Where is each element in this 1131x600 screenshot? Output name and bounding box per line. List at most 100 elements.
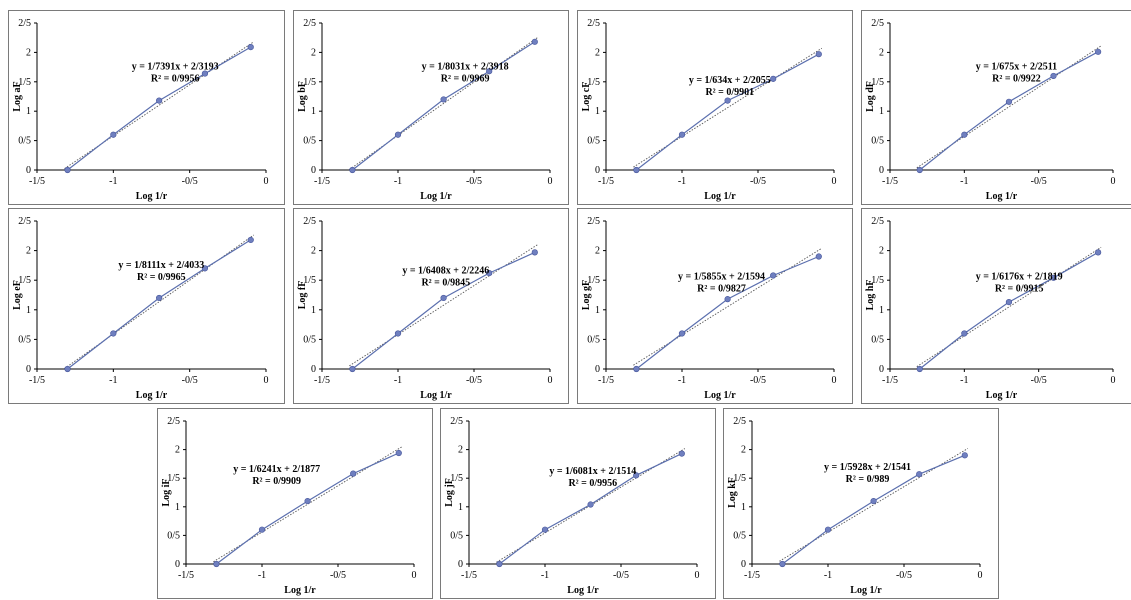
x-tick-label: 0 — [695, 570, 700, 581]
x-tick-label: -1 — [678, 176, 686, 187]
trendline-equation: y = 1/675x + 2/2511 — [976, 62, 1057, 73]
y-tick-label: 0/5 — [871, 334, 884, 345]
chart-panel: 0 0/5 1 1/5 2 2/5 -1/5 -1 -0/5 0 Log 1/r Log kF y = … — [723, 408, 999, 599]
y-tick-label: 0/5 — [303, 136, 316, 147]
chart-panel: 0 0/5 1 1/5 2 2/5 -1/5 -1 -0/5 0 Log 1/r Log bF y = … — [293, 10, 569, 205]
trendline-equation: y = 1/6081x + 2/1514 — [549, 466, 636, 477]
x-axis-label: Log 1/r — [420, 191, 452, 202]
trendline-r2: R² = 0/9922 — [992, 74, 1041, 85]
x-tick-label: -1 — [824, 570, 832, 581]
x-tick-label: -0/5 — [182, 375, 198, 386]
data-point — [64, 365, 71, 373]
y-tick-label: 2/5 — [303, 216, 316, 227]
y-tick-label: 0 — [311, 364, 316, 375]
chart-svg: 0 0/5 1 1/5 2 2/5 -1/5 -1 -0/5 0 Log 1/r Log hF y = … — [865, 216, 1116, 401]
x-tick-label: -1/5 — [314, 176, 330, 187]
y-tick-label: 0/5 — [587, 136, 600, 147]
y-tick-label: 1 — [595, 106, 600, 117]
data-point — [961, 452, 968, 459]
y-tick-label: 2 — [311, 246, 316, 257]
y-tick-label: 0 — [879, 364, 884, 375]
trendline-r2: R² = 0/9915 — [995, 284, 1044, 295]
x-axis-label: Log 1/r — [420, 390, 452, 401]
y-tick-label: 1/5 — [167, 473, 180, 484]
data-point — [815, 51, 822, 58]
chart-svg: 0 0/5 1 1/5 2 2/5 -1/5 -1 -0/5 0 Log 1/r Log eF y = … — [12, 216, 269, 401]
y-tick-label: 0/5 — [18, 136, 31, 147]
y-tick-label: 1 — [311, 305, 316, 316]
y-tick-label: 2 — [879, 47, 884, 58]
y-tick-label: 1/5 — [587, 77, 600, 88]
y-tick-label: 0 — [595, 364, 600, 375]
trendline-equation: y = 1/8111x + 2/4033 — [118, 260, 204, 271]
data-point — [440, 96, 447, 103]
data-point — [1005, 299, 1013, 306]
y-tick-label: 2 — [26, 47, 31, 58]
chart-svg: 0 0/5 1 1/5 2 2/5 -1/5 -1 -0/5 0 Log 1/r Log jF y = … — [444, 416, 700, 596]
y-tick-label: 0 — [595, 165, 600, 176]
y-axis-label: Log hF — [865, 280, 876, 311]
x-tick-label: 0 — [264, 176, 269, 187]
y-tick-label: 2 — [879, 246, 884, 257]
data-point — [156, 97, 163, 104]
data-point — [531, 38, 538, 45]
x-axis-label: Log 1/r — [567, 585, 599, 596]
y-axis-label: Log bF — [297, 81, 308, 112]
y-tick-label: 1 — [26, 305, 31, 316]
data-point — [770, 272, 777, 279]
data-point — [496, 560, 503, 568]
y-tick-label: 1/5 — [871, 275, 884, 286]
y-tick-label: 1 — [458, 502, 463, 513]
x-tick-label: -0/5 — [182, 176, 198, 187]
x-tick-label: -1/5 — [744, 570, 760, 581]
y-tick-label: 2 — [311, 47, 316, 58]
trendline-r2: R² = 0/9956 — [568, 478, 617, 489]
chart-panel: 0 0/5 1 1/5 2 2/5 -1/5 -1 -0/5 0 Log 1/r Log cF y = … — [577, 10, 853, 205]
y-axis-label: Log kF — [727, 477, 738, 508]
x-tick-label: 0 — [1111, 375, 1116, 386]
y-tick-label: 0 — [175, 559, 180, 570]
y-tick-label: 0/5 — [167, 530, 180, 541]
chart-panel: 0 0/5 1 1/5 2 2/5 -1/5 -1 -0/5 0 Log 1/r Log jF y = … — [440, 408, 716, 599]
x-tick-label: -1/5 — [314, 375, 330, 386]
chart-svg: 0 0/5 1 1/5 2 2/5 -1/5 -1 -0/5 0 Log 1/r Log iF y = … — [161, 416, 417, 596]
trend-line — [349, 36, 539, 170]
chart-panel: 0 0/5 1 1/5 2 2/5 -1/5 -1 -0/5 0 Log 1/r Log eF y = … — [8, 208, 285, 404]
data-point — [1050, 274, 1057, 281]
x-tick-label: -1 — [960, 176, 968, 187]
data-point — [1095, 249, 1102, 256]
trendline-equation: y = 1/7391x + 2/3193 — [132, 62, 219, 73]
y-axis-label: Log eF — [12, 280, 23, 310]
x-tick-label: -0/5 — [1031, 176, 1047, 187]
trendline-r2: R² = 0/989 — [846, 474, 890, 485]
data-point — [201, 265, 209, 272]
data-point — [815, 253, 822, 260]
x-tick-label: 0 — [548, 176, 553, 187]
x-tick-label: 0 — [978, 570, 983, 581]
trendline-equation: y = 1/5928x + 2/1541 — [824, 462, 911, 473]
y-tick-label: 2/5 — [167, 416, 180, 427]
data-point — [678, 131, 686, 138]
data-point — [349, 166, 356, 174]
y-axis-label: Log dF — [865, 81, 876, 112]
trendline-r2: R² = 0/9969 — [441, 74, 490, 85]
x-tick-label: -1 — [678, 375, 686, 386]
series-line — [636, 53, 820, 171]
trend-line — [633, 247, 823, 366]
data-point — [916, 365, 923, 373]
chart-panel: 0 0/5 1 1/5 2 2/5 -1/5 -1 -0/5 0 Log 1/r Log dF y = … — [861, 10, 1131, 205]
data-point — [1005, 98, 1013, 105]
y-tick-label: 1/5 — [733, 473, 746, 484]
y-tick-label: 2/5 — [587, 216, 600, 227]
x-tick-label: -1/5 — [882, 176, 898, 187]
x-tick-label: -1/5 — [178, 570, 194, 581]
y-tick-label: 2/5 — [733, 416, 746, 427]
y-tick-label: 0 — [26, 165, 31, 176]
data-point — [678, 450, 685, 457]
data-point — [304, 497, 311, 505]
data-point — [394, 330, 402, 337]
data-point — [824, 526, 832, 533]
x-tick-label: 0 — [832, 176, 837, 187]
x-tick-label: 0 — [412, 570, 417, 581]
y-tick-label: 1 — [879, 305, 884, 316]
